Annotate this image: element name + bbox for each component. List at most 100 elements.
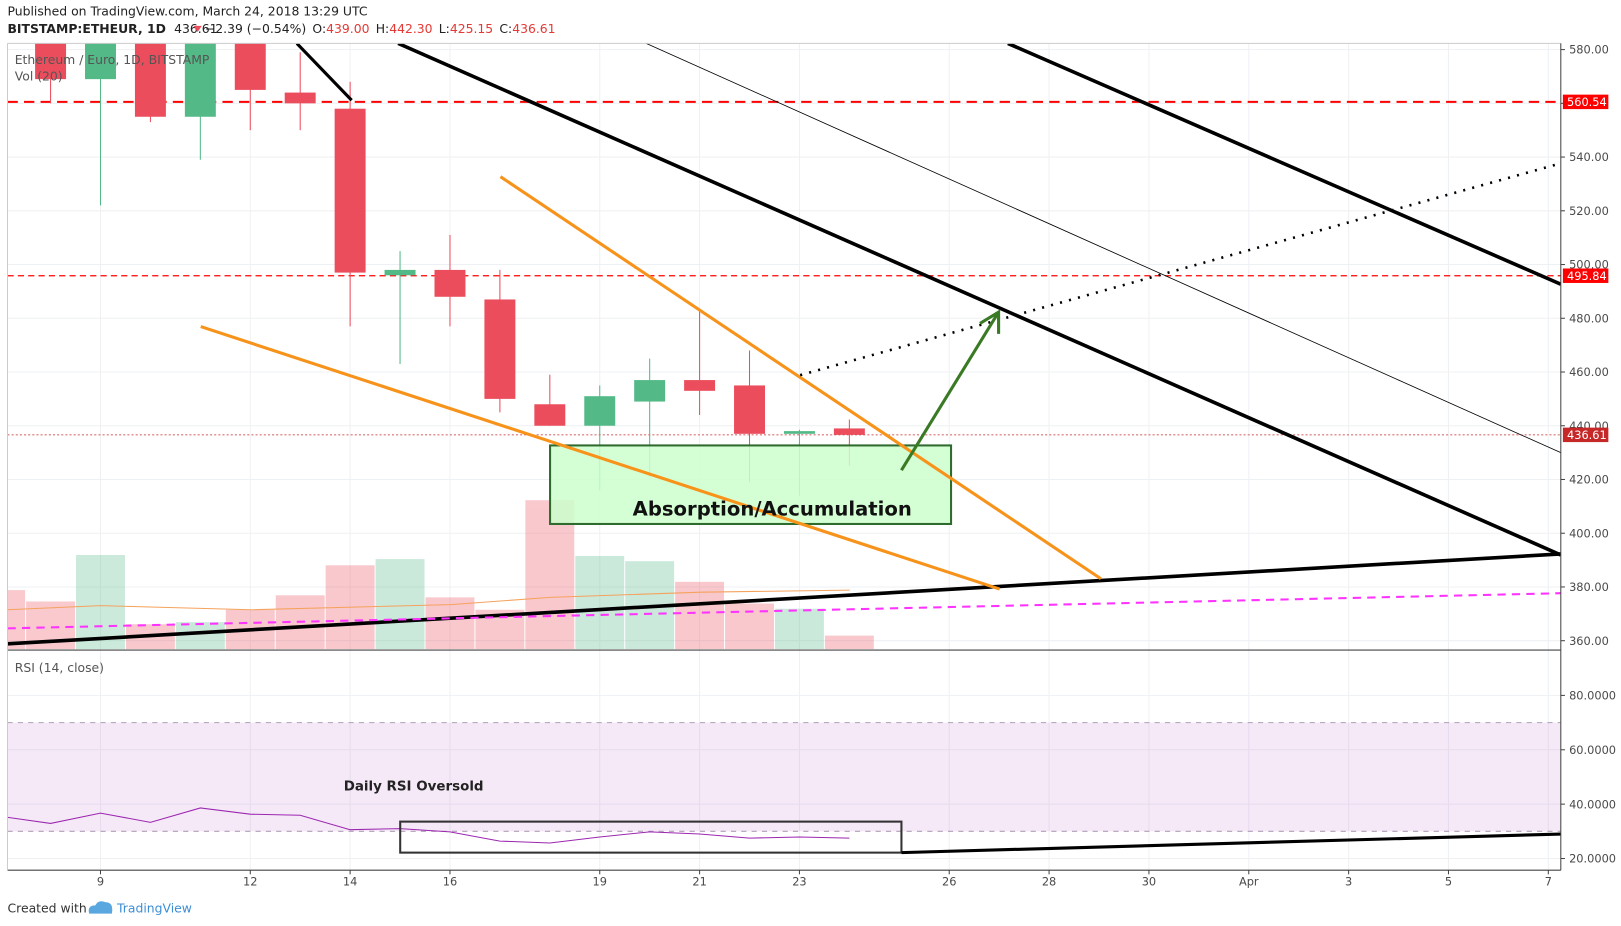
- y-tick-label: 380.00: [1569, 580, 1609, 594]
- x-tick-label: Apr: [1239, 875, 1259, 889]
- volume-bar: [774, 608, 824, 650]
- symbol-line: BITSTAMP:ETHEUR, 1D436.61: [7, 21, 217, 36]
- ohlc-label: O:: [312, 21, 326, 36]
- trend-line: [7, 552, 1561, 646]
- y-tick-label: 460.00: [1569, 365, 1609, 379]
- price-tag-label: 495.84: [1567, 269, 1607, 283]
- y-tick-label: 80.0000: [1569, 689, 1616, 703]
- candle-body: [284, 92, 316, 104]
- candle-body: [434, 269, 466, 297]
- x-tick-label: 12: [243, 875, 257, 889]
- change: −2.39 (−0.54%): [205, 21, 306, 36]
- y-tick-label: 500.00: [1569, 258, 1609, 272]
- y-tick-label: 420.00: [1569, 473, 1609, 487]
- volume-bar: [824, 635, 874, 650]
- y-tick-label: 400.00: [1569, 526, 1609, 540]
- trend-line: [295, 43, 353, 102]
- candle-body: [684, 380, 716, 391]
- y-tick-label: 580.00: [1569, 43, 1609, 57]
- footer-created: Created with: [7, 901, 86, 916]
- symbol: BITSTAMP:ETHEUR, 1D: [7, 21, 165, 36]
- legend-title: Ethereum / Euro, 1D, BITSTAMP: [15, 52, 210, 67]
- accumulation-box: [549, 444, 953, 526]
- price-tag: [1562, 427, 1609, 443]
- annotation: Absorption/Accumulation: [633, 498, 912, 521]
- candle-body: [184, 43, 216, 117]
- ohlc-value: 436.61: [512, 21, 555, 36]
- candle-body: [85, 43, 116, 80]
- volume-bar: [175, 622, 225, 650]
- x-tick-label: 16: [443, 875, 457, 889]
- price-tag: [1562, 268, 1609, 283]
- annotation: Daily RSI Oversold: [344, 780, 484, 795]
- candle-body: [234, 43, 266, 90]
- x-tick-label: 14: [343, 875, 357, 889]
- logo: [88, 901, 113, 914]
- legend-volume: Vol (20): [15, 69, 63, 84]
- ohlc-value: 442.30: [389, 21, 432, 36]
- candle-body: [384, 269, 416, 276]
- y-tick-label: 40.0000: [1569, 797, 1616, 811]
- rsi-trend-line: [901, 832, 1561, 855]
- rsi-line: [7, 807, 850, 844]
- projection-line: [799, 162, 1561, 377]
- x-tick-label: 28: [1042, 875, 1056, 889]
- candle-body: [35, 43, 67, 80]
- volume-bar: [375, 559, 425, 650]
- oversold-box: [399, 820, 903, 854]
- candle-body: [134, 43, 166, 117]
- ohlc-line: −2.39 (−0.54%) O:439.00 H:442.30 L:425.15 C:…: [205, 21, 556, 36]
- y-tick-label: 480.00: [1569, 311, 1609, 325]
- price-tag-label: 560.54: [1567, 95, 1607, 109]
- rsi-band-group: [7, 722, 1561, 832]
- volume-ma: [7, 589, 850, 611]
- ohlc-value: 439.00: [326, 21, 369, 36]
- ohlc-label: H:: [376, 21, 389, 36]
- ohlc-value: 425.15: [450, 21, 493, 36]
- wedge-line: [499, 175, 1102, 581]
- footer-brand[interactable]: TradingView: [116, 901, 192, 916]
- trend-line: [397, 43, 1561, 557]
- candle-body: [534, 404, 566, 426]
- target-arrow: [900, 311, 1000, 472]
- volume-bar: [7, 590, 26, 650]
- price-tag: [1562, 94, 1609, 110]
- price-tag-label: 436.61: [1567, 428, 1607, 442]
- x-tick-label: 19: [593, 875, 607, 889]
- ohlc-label: L:: [439, 21, 450, 36]
- x-tick-label: 21: [692, 875, 706, 889]
- x-tick-label: 7: [1545, 875, 1552, 889]
- support-line: [7, 592, 1561, 630]
- trend-line: [646, 43, 1561, 454]
- y-tick-label: 360.00: [1569, 634, 1609, 648]
- candles: [35, 43, 865, 496]
- candle-body: [783, 431, 815, 434]
- y-tick-label: 60.0000: [1569, 743, 1616, 757]
- trend-line: [1007, 43, 1561, 286]
- published: Published on TradingView.com, March 24, …: [7, 4, 367, 19]
- volume-bar: [425, 597, 475, 650]
- ohlc-label: C:: [499, 21, 512, 36]
- candle-body: [734, 385, 765, 434]
- target-arrow-head: [979, 309, 1001, 334]
- volume-bar: [76, 554, 125, 650]
- x-tick-label: 5: [1445, 875, 1452, 889]
- volume-bar: [575, 556, 625, 650]
- wedge-line: [200, 325, 1001, 591]
- candle-body: [484, 299, 516, 399]
- axis-labels: 9 12 14 16 19 21 23 26 28 30 Apr 3 5 7 360.00 380.00 400…: [97, 43, 1616, 889]
- y-tick-label: 20.0000: [1569, 852, 1616, 866]
- rsi-group: [7, 807, 850, 844]
- candle-body: [833, 428, 865, 435]
- x-tick-label: 30: [1142, 875, 1156, 889]
- x-tick-label: 23: [792, 875, 806, 889]
- x-tick-label: 26: [942, 875, 956, 889]
- candle-body: [334, 108, 366, 273]
- y-tick-label: 540.00: [1569, 150, 1609, 164]
- legend-rsi: RSI (14, close): [15, 660, 104, 675]
- x-tick-label: 3: [1345, 875, 1352, 889]
- candle-body: [584, 396, 616, 426]
- down-arrow: [193, 25, 202, 33]
- candle-body: [634, 380, 666, 402]
